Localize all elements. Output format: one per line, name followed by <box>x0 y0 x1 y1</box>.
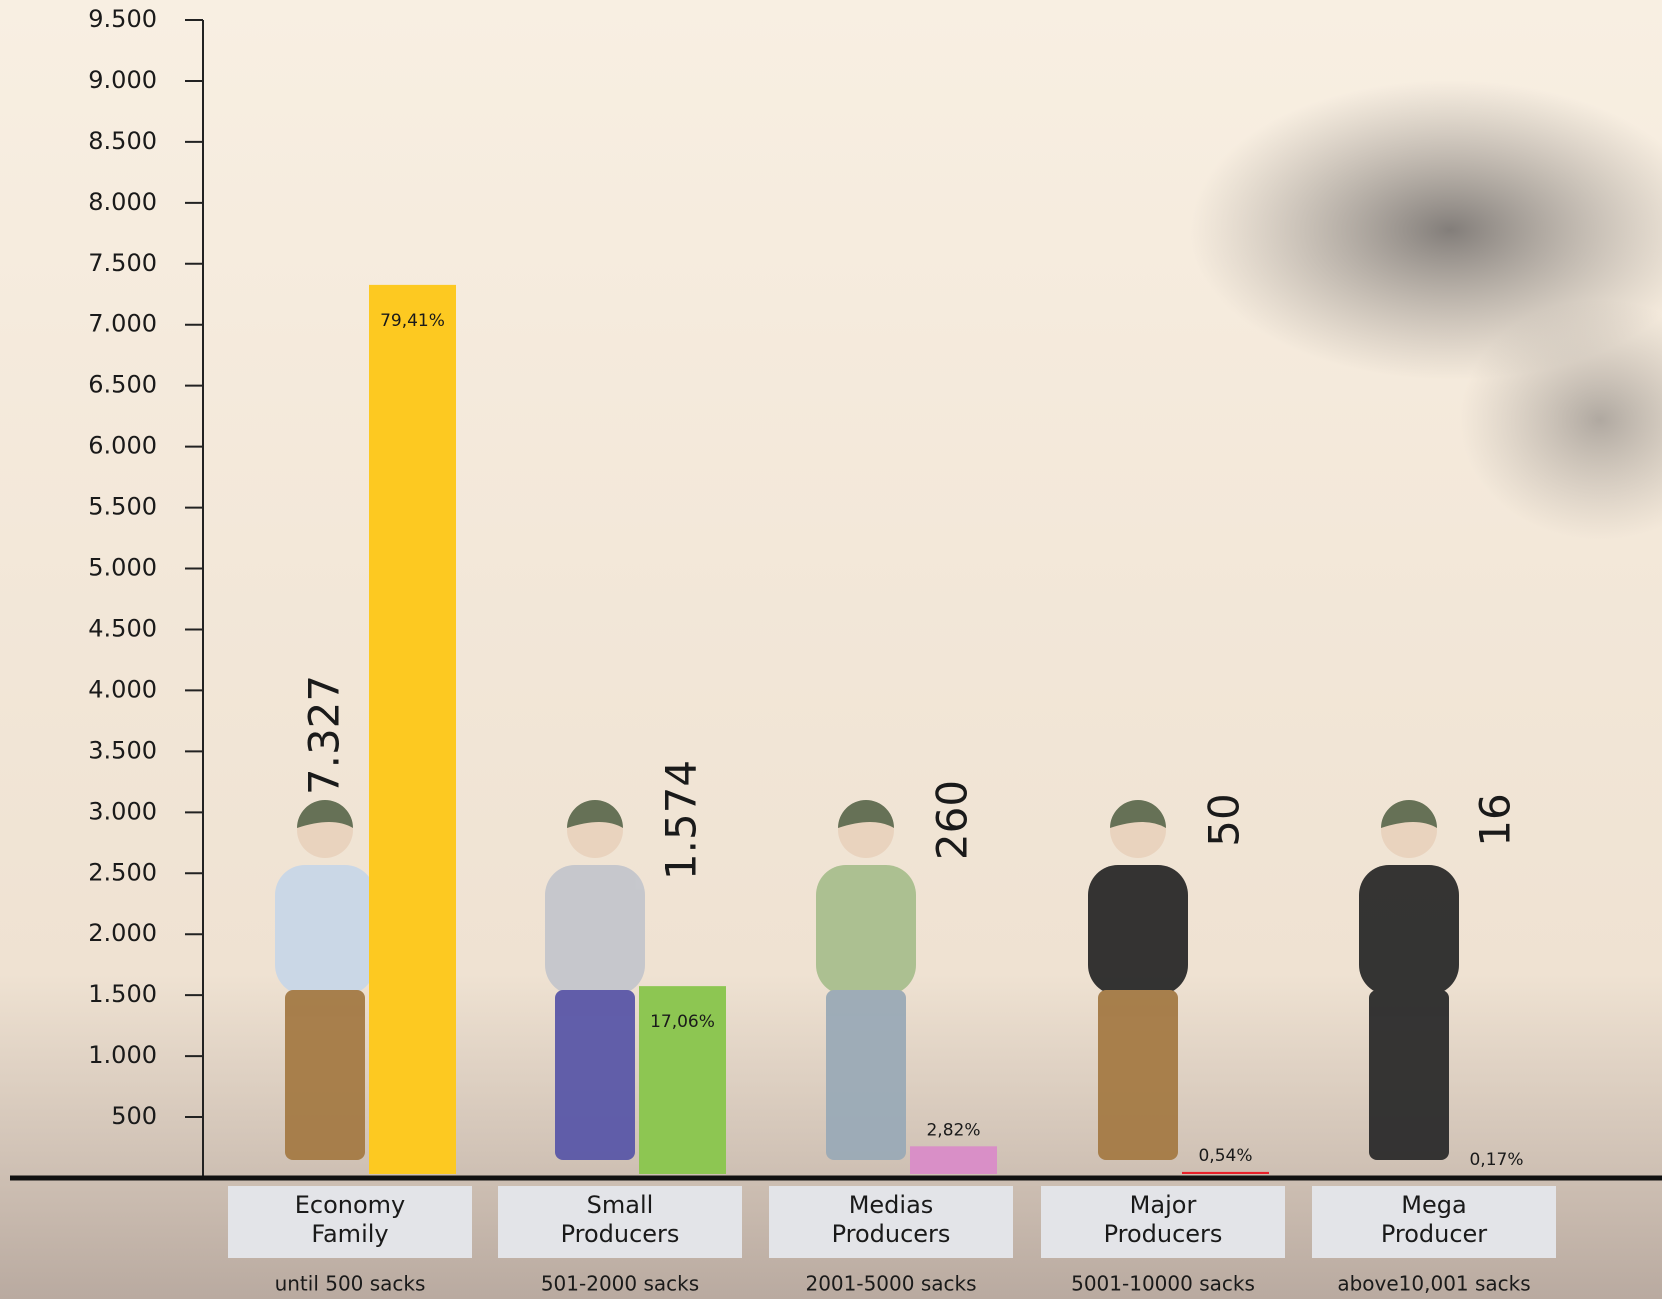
y-tick-label: 1.000 <box>88 1041 157 1069</box>
category-box <box>228 1186 472 1258</box>
legs <box>826 990 906 1160</box>
y-tick-label: 7.000 <box>88 310 157 338</box>
person-figure <box>1359 800 1459 1160</box>
y-tick-label: 2.000 <box>88 919 157 947</box>
y-tick-label: 4.500 <box>88 614 157 642</box>
y-tick-label: 1.500 <box>88 980 157 1008</box>
hair <box>567 800 623 828</box>
x-tick-label: Small Producers <box>561 1191 680 1248</box>
hair <box>838 800 894 828</box>
legs <box>1369 990 1449 1160</box>
person-figure <box>1088 800 1188 1160</box>
x-tick-label: Economy Family <box>295 1191 406 1248</box>
value-label: 260 <box>928 780 977 860</box>
value-label: 7.327 <box>300 675 349 795</box>
x-tick-label: Major Producers <box>1104 1191 1223 1248</box>
person-figure <box>545 800 645 1160</box>
bar <box>369 284 456 1174</box>
value-label: 50 <box>1200 793 1249 846</box>
y-tick-label: 6.500 <box>88 371 157 399</box>
bar <box>910 1146 997 1174</box>
y-tick-label: 3.500 <box>88 736 157 764</box>
y-tick-label: 5.500 <box>88 493 157 521</box>
legs <box>1098 990 1178 1160</box>
value-label: 1.574 <box>657 760 706 880</box>
y-tick-label: 4.000 <box>88 675 157 703</box>
y-tick-label: 6.000 <box>88 432 157 460</box>
bar <box>1182 1171 1269 1174</box>
cloud <box>1460 300 1662 540</box>
y-tick-label: 7.500 <box>88 249 157 277</box>
torso <box>1088 865 1188 995</box>
x-tick-label: Mega Producer <box>1381 1191 1487 1248</box>
percent-label: 79,41% <box>380 311 445 331</box>
torso <box>275 865 375 995</box>
bar <box>639 986 726 1174</box>
legs <box>555 990 635 1160</box>
hair <box>1381 800 1437 828</box>
y-tick-label: 8.500 <box>88 127 157 155</box>
percent-label: 0,54% <box>1198 1146 1252 1166</box>
y-tick-label: 2.500 <box>88 858 157 886</box>
x-subcategory-label: above10,001 sacks <box>1337 1272 1530 1296</box>
person-figure <box>816 800 916 1160</box>
y-tick-label: 5.000 <box>88 554 157 582</box>
torso <box>816 865 916 995</box>
cloud <box>1190 80 1662 380</box>
category-box <box>1041 1186 1285 1258</box>
torso <box>545 865 645 995</box>
x-subcategory-label: until 500 sacks <box>275 1272 426 1296</box>
category-box <box>498 1186 742 1258</box>
y-tick-label: 9.500 <box>88 5 157 33</box>
percent-label: 2,82% <box>926 1120 980 1140</box>
person-figure <box>275 800 375 1160</box>
y-tick-label: 500 <box>111 1102 157 1130</box>
x-subcategory-label: 5001-10000 sacks <box>1071 1272 1255 1296</box>
percent-label: 17,06% <box>650 1012 715 1032</box>
x-subcategory-label: 501-2000 sacks <box>541 1272 699 1296</box>
y-tick-label: 9.000 <box>88 66 157 94</box>
x-tick-label: Medias Producers <box>832 1191 951 1248</box>
category-box <box>1312 1186 1556 1258</box>
y-tick-label: 3.000 <box>88 797 157 825</box>
value-label: 16 <box>1471 793 1520 846</box>
torso <box>1359 865 1459 995</box>
y-tick-label: 8.000 <box>88 188 157 216</box>
percent-label: 0,17% <box>1469 1150 1523 1170</box>
legs <box>285 990 365 1160</box>
hair <box>297 800 353 828</box>
category-box <box>769 1186 1013 1258</box>
x-subcategory-label: 2001-5000 sacks <box>805 1272 976 1296</box>
hair <box>1110 800 1166 828</box>
